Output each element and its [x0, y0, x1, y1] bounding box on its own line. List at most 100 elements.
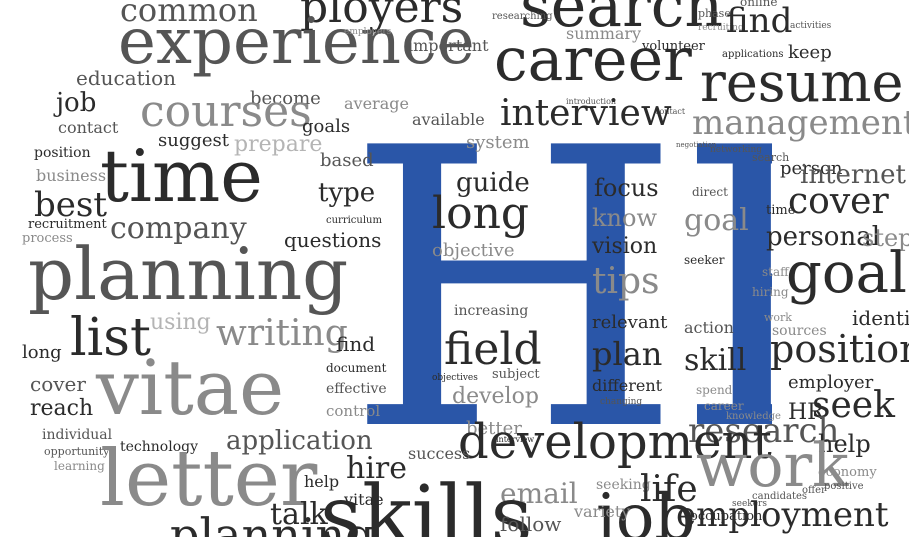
word-offer: offer — [802, 485, 826, 496]
word-development: development — [458, 414, 772, 470]
word-seeker: seeker — [684, 253, 725, 267]
word-opportunity: opportunity — [44, 445, 110, 458]
word-search-small: search — [752, 151, 790, 164]
word-time: time — [100, 134, 263, 218]
word-seek: seek — [812, 385, 895, 426]
word-tips: tips — [592, 261, 660, 302]
word-planning: planning — [28, 232, 349, 316]
word-long-left: long — [22, 342, 62, 363]
word-planning-bottom: planning — [170, 508, 375, 537]
word-summary: summary — [566, 24, 642, 43]
word-contact: courses — [140, 86, 312, 137]
word-identify: identify — [852, 306, 909, 330]
word-personal: personal — [766, 222, 881, 252]
word-position-right: position — [770, 327, 909, 371]
word-hiring: hiring — [752, 285, 789, 299]
word-focus: focus — [594, 174, 659, 202]
word-action: action — [684, 318, 734, 337]
word-plan: plan — [592, 335, 663, 373]
word-control: control — [326, 402, 381, 420]
word-skill: skill — [684, 343, 747, 378]
word-knowledge: knowledge — [726, 411, 781, 422]
word-field: field — [444, 324, 542, 375]
word-increasing: increasing — [454, 303, 529, 319]
word-keep: keep — [788, 42, 832, 63]
word-experience: experience — [118, 5, 475, 79]
word-staff: staff — [762, 265, 789, 279]
word-curriculum: curriculum — [326, 215, 382, 226]
word-vitae: vitae — [96, 343, 285, 432]
word-prepare: prepare — [234, 132, 323, 157]
word-letter: letter — [100, 434, 318, 524]
word-talk: talk — [270, 497, 328, 532]
word-employment: employment — [676, 495, 889, 535]
word-find-top: find — [726, 1, 793, 41]
word-internet: internet — [800, 160, 906, 190]
word-system: system — [466, 132, 530, 153]
word-subject: subject — [492, 367, 540, 382]
word-candidates: candidates — [752, 491, 808, 502]
word-effective: effective — [326, 381, 387, 397]
word-vitae-small: vitae — [344, 490, 384, 509]
word-different: different — [592, 376, 663, 395]
word-goals-small: goals — [302, 116, 351, 137]
word-find-mid: find — [336, 332, 376, 356]
word-success: success — [408, 444, 471, 463]
word-reach: reach — [30, 396, 94, 421]
word-occupation: occupation — [690, 509, 763, 524]
word-become: become — [250, 88, 321, 109]
word-individual: individual — [42, 427, 113, 443]
word-search-top: search — [520, 0, 723, 41]
word-interview: interview — [500, 93, 672, 134]
word-position-left: position — [34, 145, 91, 161]
word-job-left: job — [56, 88, 97, 118]
word-writing: writing — [216, 313, 348, 354]
word-life: life — [640, 469, 698, 510]
word-sources: sources — [772, 323, 827, 339]
word-spend: spend — [696, 383, 733, 397]
word-job-bottom: job — [596, 481, 696, 537]
word-technology: technology — [120, 439, 198, 455]
word-best: best — [34, 185, 107, 225]
word-know: know — [592, 204, 657, 232]
word-application: application — [226, 426, 373, 456]
word-better: better — [466, 418, 522, 439]
word-document: document — [326, 361, 387, 375]
word-negotiation: negotiation — [676, 141, 717, 149]
word-management: management — [692, 103, 909, 143]
hr-center-word: HR — [352, 86, 772, 446]
word-economy: economy — [818, 465, 877, 480]
word-time-small: time — [766, 203, 796, 218]
word-seeking: seeking — [596, 477, 651, 493]
word-hr-small: HR — [788, 400, 824, 425]
word-vision: vision — [592, 234, 658, 259]
word-interview-small: interview — [496, 435, 535, 444]
word-positive: positive — [824, 481, 864, 492]
word-courses: contact — [58, 118, 119, 137]
word-available: available — [412, 110, 485, 129]
word-learning: learning — [54, 459, 105, 473]
word-variety: variety — [574, 502, 631, 521]
word-guide: guide — [456, 168, 530, 198]
word-process: process — [22, 231, 73, 246]
word-direct: direct — [692, 185, 728, 199]
word-develop: develop — [452, 384, 539, 409]
word-cover-right: cover — [788, 181, 889, 222]
word-recruitment: recruitment — [28, 217, 107, 232]
word-follow: follow — [500, 512, 562, 536]
word-average: average — [344, 94, 409, 113]
word-seekers: seekers — [732, 499, 767, 509]
word-changing: changing — [600, 397, 643, 407]
word-using: using — [150, 310, 211, 335]
word-activities: activities — [790, 21, 832, 31]
word-employer: employer — [788, 372, 874, 393]
word-objectives: objectives — [432, 373, 478, 383]
word-goals: goals — [786, 241, 909, 306]
word-business: business — [36, 166, 107, 185]
word-education: education — [76, 66, 176, 90]
word-important: important — [408, 36, 489, 55]
word-relevant: relevant — [592, 312, 668, 333]
word-online: online — [740, 0, 778, 9]
word-research: research — [688, 411, 840, 451]
